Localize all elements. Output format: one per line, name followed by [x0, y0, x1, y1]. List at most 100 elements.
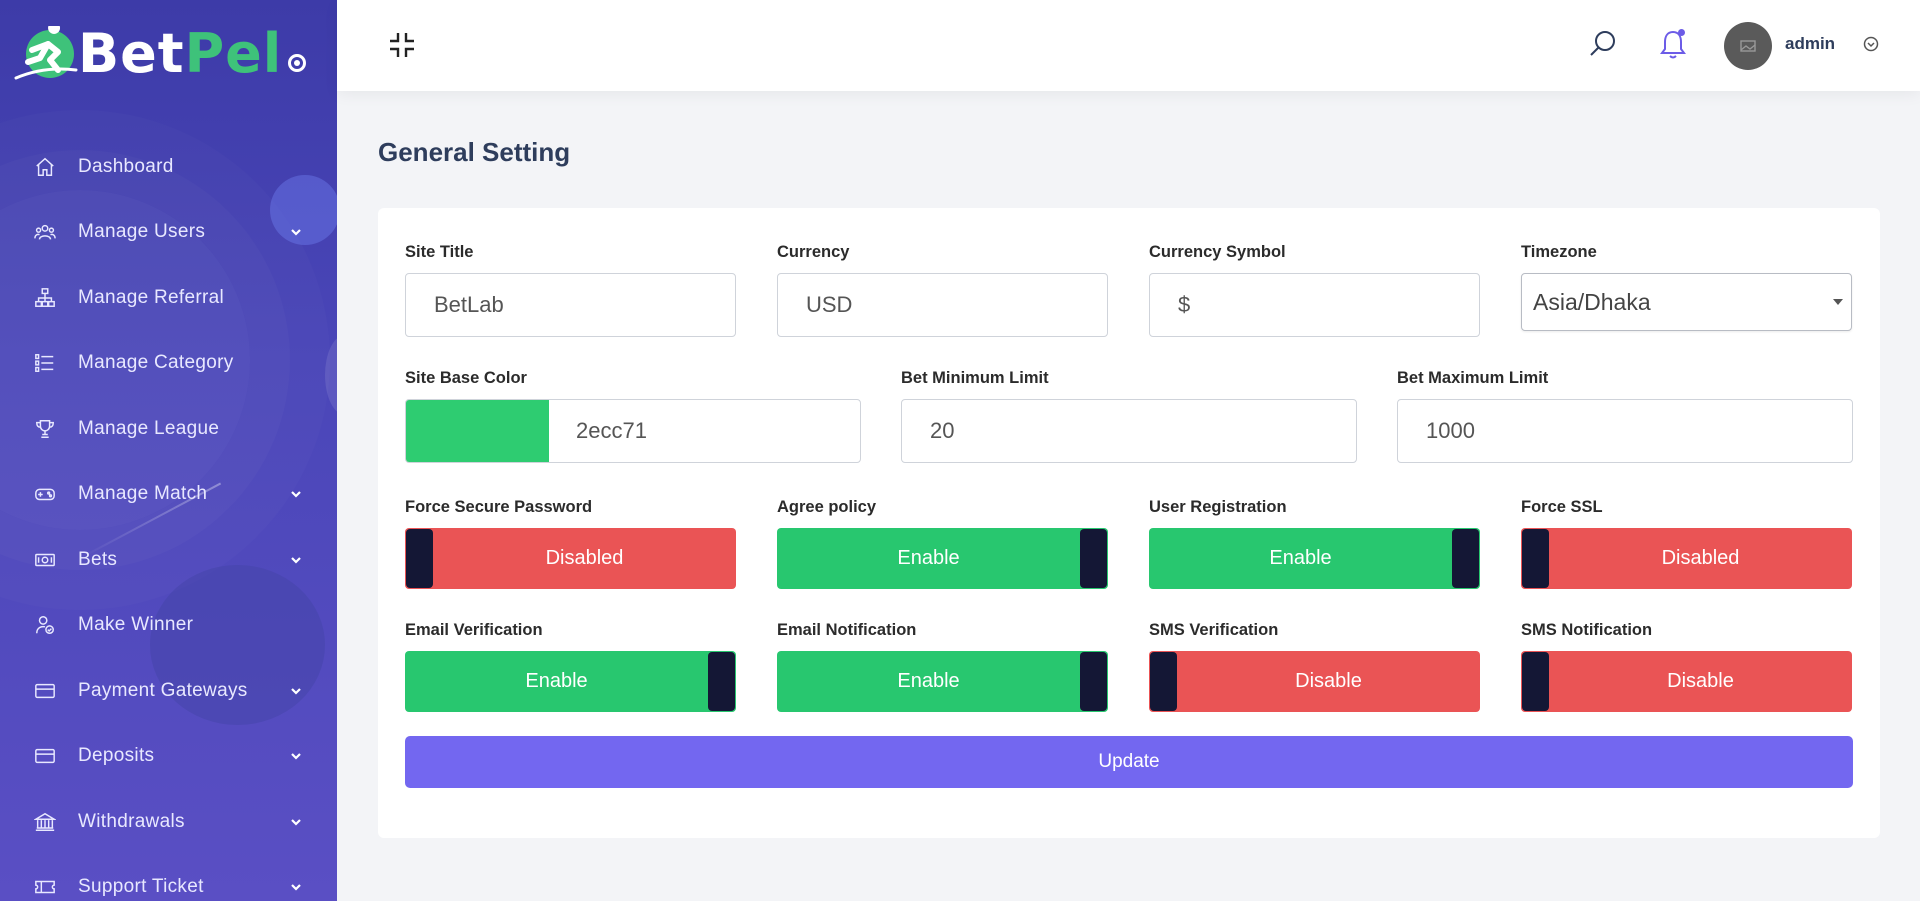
currency-symbol-input[interactable]: $ [1149, 273, 1480, 337]
chevron-down-icon [289, 487, 303, 501]
field-label: User Registration [1149, 498, 1287, 516]
field-label: SMS Verification [1149, 621, 1279, 639]
currency-input[interactable]: USD [777, 273, 1108, 337]
caret-down-icon [1833, 299, 1843, 305]
brand-logo[interactable]: BetPel [14, 22, 307, 85]
sidebar: BetPel Dashboard Manage Users Manage Refer… [0, 0, 337, 901]
timezone-selected-value: Asia/Dhaka [1533, 288, 1651, 315]
sidebar-item-label: Dashboard [78, 155, 174, 177]
toggle-knob [1452, 529, 1479, 588]
toggle-state-label: Enable [897, 670, 960, 692]
sidebar-item-manage-users[interactable]: Manage Users [0, 200, 337, 266]
sidebar-item-label: Manage Match [78, 483, 208, 505]
toggle-state-label: Disable [1667, 670, 1734, 692]
toggle-knob [1150, 652, 1177, 711]
avatar[interactable] [1724, 22, 1772, 70]
bet-min-input[interactable]: 20 [901, 399, 1357, 463]
toggle-knob [708, 652, 735, 711]
sidebar-item-label: Manage Category [78, 352, 234, 374]
toggle-state-label: Enable [897, 547, 960, 569]
sidebar-item-label: Make Winner [78, 614, 194, 636]
sidebar-item-payment-gateways[interactable]: Payment Gateways [0, 658, 337, 724]
email-verification-toggle[interactable]: Enable [405, 651, 736, 712]
sidebar-item-bets[interactable]: Bets [0, 527, 337, 593]
sidebar-item-deposits[interactable]: Deposits [0, 724, 337, 790]
update-button[interactable]: Update [405, 736, 1853, 788]
field-label: Force SSL [1521, 498, 1603, 516]
search-button[interactable] [1588, 29, 1618, 59]
field-label: Email Verification [405, 621, 543, 639]
field-label: Currency Symbol [1149, 243, 1286, 261]
sms-verification-toggle[interactable]: Disable [1149, 651, 1480, 712]
toggle-knob [1522, 652, 1549, 711]
sidebar-item-label: Deposits [78, 745, 155, 767]
site-title-input[interactable]: BetLab [405, 273, 736, 337]
sidebar-item-manage-category[interactable]: Manage Category [0, 331, 337, 397]
sidebar-nav: Dashboard Manage Users Manage Referral Mana… [0, 134, 337, 901]
field-label: SMS Notification [1521, 621, 1653, 639]
credit-card-icon [33, 744, 57, 768]
user-menu-chevron[interactable] [1863, 36, 1879, 52]
color-input-group: 2ecc71 [405, 399, 861, 463]
chevron-down-icon [289, 880, 303, 894]
toggle-state-label: Disable [1295, 670, 1362, 692]
color-picker-swatch[interactable] [406, 400, 549, 462]
search-icon [1590, 31, 1615, 56]
sidebar-item-manage-match[interactable]: Manage Match [0, 462, 337, 528]
user-registration-toggle[interactable]: Enable [1149, 528, 1480, 589]
force-secure-password-toggle[interactable]: Disabled [405, 528, 736, 589]
field-label: Site Base Color [405, 369, 527, 387]
notifications-button[interactable] [1658, 28, 1688, 60]
toggle-state-label: Enable [1269, 547, 1332, 569]
toggle-state-label: Enable [525, 670, 588, 692]
sms-notification-toggle[interactable]: Disable [1521, 651, 1852, 712]
field-label: Timezone [1521, 243, 1597, 261]
user-check-icon [33, 613, 57, 637]
toggle-knob [1080, 652, 1107, 711]
sidebar-item-withdrawals[interactable]: Withdrawals [0, 789, 337, 855]
toggle-state-label: Disabled [545, 547, 624, 569]
field-label: Email Notification [777, 621, 917, 639]
sidebar-item-label: Manage Users [78, 221, 206, 243]
chevron-down-circle-icon [1863, 36, 1879, 52]
sidebar-item-label: Payment Gateways [78, 679, 248, 701]
chevron-down-icon [289, 553, 303, 567]
sidebar-item-make-winner[interactable]: Make Winner [0, 593, 337, 659]
agree-policy-toggle[interactable]: Enable [777, 528, 1108, 589]
field-label: Force Secure Password [405, 498, 593, 516]
home-icon [33, 155, 57, 179]
sidebar-collapse-button[interactable] [388, 31, 416, 59]
field-label: Agree policy [777, 498, 877, 516]
field-label: Bet Maximum Limit [1397, 369, 1549, 387]
toggle-state-label: Disabled [1661, 547, 1740, 569]
brand-name-part2: Pel [184, 22, 283, 85]
chevron-down-icon [289, 749, 303, 763]
sidebar-item-label: Withdrawals [78, 810, 185, 832]
top-header: admin [337, 0, 1920, 91]
list-icon [33, 351, 57, 375]
settings-card: Site Title BetLab Currency USD Currency … [378, 208, 1880, 838]
logo-registered-icon [288, 54, 307, 72]
brand-name-part1: Bet [78, 22, 185, 85]
timezone-select[interactable]: Asia/Dhaka [1521, 273, 1852, 331]
toggle-knob [1080, 529, 1107, 588]
sidebar-item-label: Bets [78, 548, 118, 570]
sidebar-item-label: Manage League [78, 417, 220, 439]
sidebar-item-support-ticket[interactable]: Support Ticket [0, 855, 337, 901]
field-label: Currency [777, 243, 850, 261]
page-title: General Setting [378, 137, 571, 167]
bet-max-input[interactable]: 1000 [1397, 399, 1853, 463]
force-ssl-toggle[interactable]: Disabled [1521, 528, 1852, 589]
sidebar-item-manage-league[interactable]: Manage League [0, 396, 337, 462]
compress-icon [390, 33, 414, 57]
gamepad-icon [33, 482, 57, 506]
color-hex-input[interactable]: 2ecc71 [576, 418, 647, 443]
sidebar-item-manage-referral[interactable]: Manage Referral [0, 265, 337, 331]
credit-card-icon [33, 679, 57, 703]
logo-runner-icon [14, 22, 80, 82]
sidebar-item-dashboard[interactable]: Dashboard [0, 134, 337, 200]
image-placeholder-icon [1740, 40, 1756, 52]
user-name[interactable]: admin [1785, 34, 1836, 53]
field-label: Bet Minimum Limit [901, 369, 1049, 387]
email-notification-toggle[interactable]: Enable [777, 651, 1108, 712]
